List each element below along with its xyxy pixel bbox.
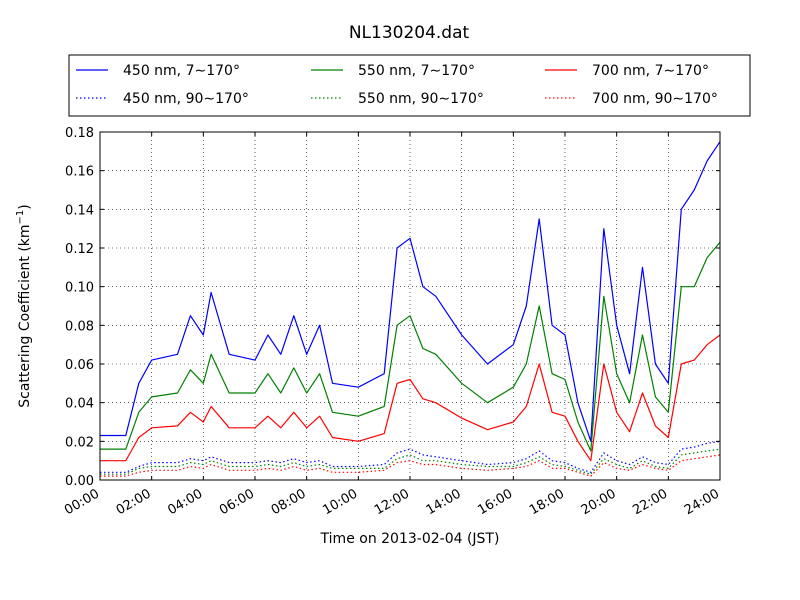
legend-box (68, 54, 751, 117)
x-tick-label-1: 02:00 (114, 486, 154, 518)
ticks (99, 131, 721, 481)
series-line-0 (100, 141, 721, 442)
y-tick-label-5: 0.10 (65, 281, 94, 296)
legend-label-5: 700 nm, 90∼170° (592, 91, 718, 107)
x-tick-label-12: 24:00 (682, 486, 722, 518)
legend-label-2: 700 nm, 7∼170° (592, 63, 709, 79)
x-tick-label-9: 18:00 (527, 486, 567, 518)
y-tick-labels: 0.00 0.02 0.04 0.06 0.08 0.10 0.12 0.14 0.16 0.18 (65, 126, 94, 489)
series-line-4 (100, 448, 721, 475)
x-tick-label-8: 16:00 (475, 486, 515, 518)
y-tick-label-7: 0.14 (65, 203, 94, 218)
legend-label-4: 550 nm, 90∼170° (358, 91, 484, 107)
legend: 450 nm, 7∼170° 550 nm, 7∼170° 700 nm, 7∼17… (68, 54, 751, 117)
x-tick-label-3: 06:00 (217, 486, 257, 518)
x-tick-label-5: 10:00 (320, 486, 360, 518)
chart-title: NL130204.dat (349, 23, 470, 43)
y-axis-title: Scattering Coefficient (km−1) (15, 204, 33, 408)
y-axis-title-sup: −1 (15, 210, 26, 225)
x-tick-label-10: 20:00 (579, 486, 619, 518)
x-axis-title: Time on 2013-02-04 (JST) (320, 531, 500, 547)
x-tick-label-0: 00:00 (62, 486, 102, 518)
series-line-2 (100, 334, 721, 462)
legend-label-3: 450 nm, 90∼170° (123, 91, 249, 107)
y-tick-label-3: 0.06 (65, 358, 94, 373)
y-tick-label-0: 0.00 (65, 474, 94, 489)
x-tick-label-2: 04:00 (165, 486, 205, 518)
y-tick-label-2: 0.04 (65, 397, 94, 412)
y-axis-title-main: Scattering Coefficient (km (17, 224, 33, 407)
legend-label-0: 450 nm, 7∼170° (123, 63, 240, 79)
x-tick-labels: 00:00 02:00 04:00 06:00 08:00 10:00 12:00 14:00… (62, 486, 722, 518)
y-tick-label-1: 0.02 (65, 435, 94, 450)
x-tick-label-11: 22:00 (630, 486, 670, 518)
y-tick-label-9: 0.18 (65, 126, 94, 141)
y-tick-label-4: 0.08 (65, 319, 94, 334)
y-axis-title-close: ) (17, 204, 33, 209)
series-layer (100, 141, 721, 477)
legend-label-1: 550 nm, 7∼170° (358, 63, 475, 79)
x-tick-label-7: 14:00 (424, 486, 464, 518)
series-line-1 (100, 241, 721, 452)
x-tick-label-6: 12:00 (372, 486, 412, 518)
x-tick-label-4: 08:00 (269, 486, 309, 518)
y-tick-label-8: 0.16 (65, 165, 94, 180)
series-line-3 (100, 440, 721, 473)
y-tick-label-6: 0.12 (65, 242, 94, 257)
